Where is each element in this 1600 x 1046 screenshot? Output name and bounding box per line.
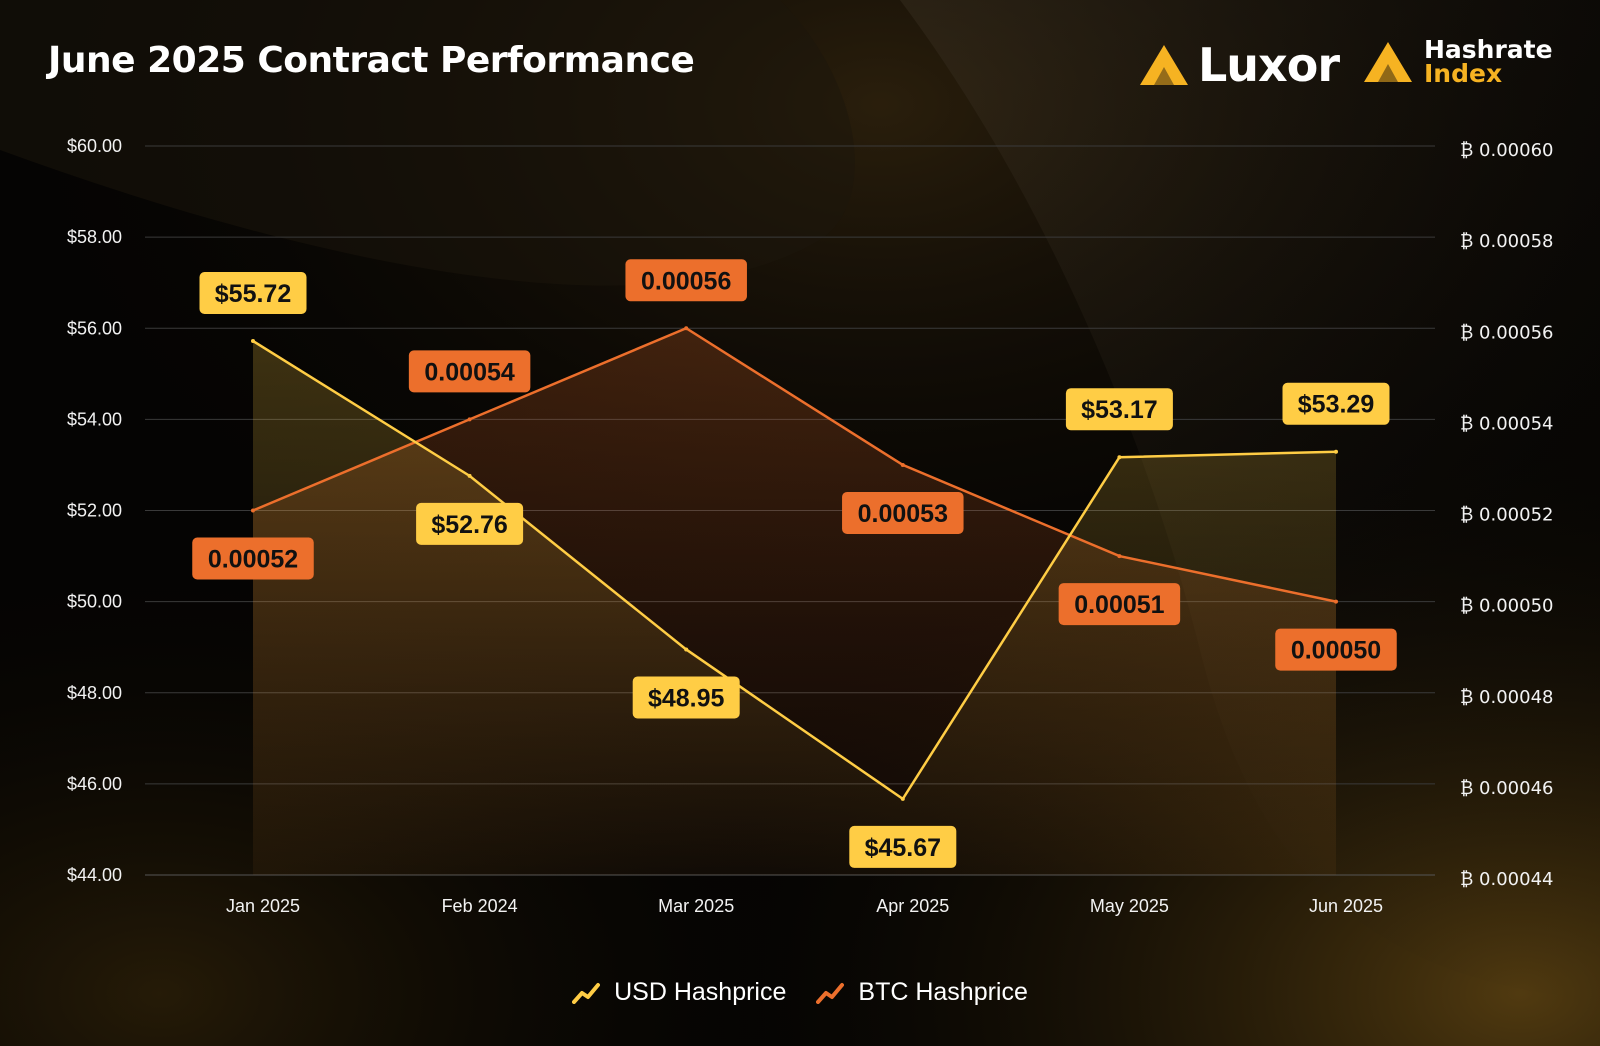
page-title: June 2025 Contract Performance [48, 40, 695, 81]
usd-data-label-box [1065, 388, 1173, 431]
hashrate-index-logo: Hashrate Index [1362, 35, 1553, 88]
luxor-wordmark: Luxor [1198, 38, 1340, 92]
y-left-tick-label: $44.00 [67, 865, 122, 885]
legend-label-btc: BTC Hashprice [858, 978, 1028, 1006]
btc-data-label: 0.00051 [1074, 591, 1164, 619]
hashrate-index-line2: Index [1424, 59, 1503, 88]
btc-data-label: 0.00054 [424, 358, 514, 386]
usd-data-label-box [849, 825, 957, 868]
btc-series-line [252, 326, 1337, 603]
x-tick-label: May 2025 [1090, 896, 1169, 916]
x-tick-label: Jun 2025 [1309, 896, 1383, 916]
x-tick-label: Feb 2024 [442, 896, 518, 916]
usd-data-label: $48.95 [648, 684, 725, 712]
y-left-tick-label: $46.00 [67, 774, 122, 794]
btc-data-point [467, 417, 472, 422]
btc-data-label-box [625, 259, 747, 302]
btc-data-point [251, 508, 255, 513]
y-left-tick-label: $48.00 [67, 683, 122, 703]
usd-data-point [1334, 449, 1338, 454]
y-right-tick-label: ₿ 0.00044 [1460, 869, 1553, 890]
usd-area [253, 341, 1336, 875]
btc-data-point [1334, 599, 1338, 604]
y-left-tick-label: $50.00 [67, 592, 122, 612]
y-left-tick-label: $60.00 [67, 136, 122, 156]
btc-data-label: 0.00050 [1291, 637, 1381, 665]
btc-data-label: 0.00056 [641, 267, 731, 295]
btc-data-point [1117, 554, 1122, 559]
btc-data-label-box [842, 491, 964, 534]
hashrate-index-line1: Hashrate [1424, 35, 1553, 64]
btc-data-label-box [1058, 583, 1181, 626]
y-right-tick-label: ₿ 0.00060 [1460, 140, 1553, 161]
y-right-tick-label: ₿ 0.00056 [1460, 322, 1553, 343]
trend-up-icon [816, 982, 845, 1004]
btc-data-label: 0.00052 [208, 546, 298, 574]
y-right-tick-label: ₿ 0.00048 [1460, 687, 1553, 708]
y-right-tick-label: ₿ 0.00054 [1460, 413, 1553, 434]
usd-data-label-box [632, 676, 740, 719]
trend-up-icon [572, 982, 601, 1004]
hashrate-index-mark-icon [1364, 42, 1412, 82]
x-tick-label: Mar 2025 [658, 896, 734, 916]
usd-series-line [252, 339, 1337, 801]
usd-data-label-box [416, 502, 524, 545]
usd-data-label: $53.17 [1081, 396, 1157, 424]
btc-data-label-box [1275, 628, 1397, 671]
y-right-tick-label: ₿ 0.00052 [1460, 505, 1553, 526]
usd-data-point [467, 473, 472, 478]
btc-data-label-box [408, 350, 531, 393]
btc-data-label: 0.00053 [858, 500, 948, 528]
btc-data-point [684, 326, 689, 331]
y-right-tick-label: ₿ 0.00046 [1460, 778, 1553, 799]
y-left-tick-label: $58.00 [67, 227, 122, 247]
chart-legend: USD Hashprice BTC Hashprice [0, 978, 1600, 1007]
legend-label-usd: USD Hashprice [614, 978, 787, 1006]
usd-data-point [900, 796, 905, 801]
y-right-tick-label: ₿ 0.00050 [1460, 596, 1553, 617]
btc-data-label-box [192, 537, 314, 580]
y-left-tick-label: $52.00 [67, 501, 122, 521]
y-left-tick-label: $56.00 [67, 318, 122, 338]
legend-item-btc[interactable]: BTC Hashprice [816, 978, 1028, 1007]
luxor-mark-icon [1140, 45, 1188, 85]
usd-data-point [684, 647, 689, 652]
y-left-tick-label: $54.00 [67, 409, 122, 429]
usd-data-label: $53.29 [1298, 391, 1374, 419]
usd-data-label: $55.72 [215, 280, 291, 308]
x-tick-label: Apr 2025 [876, 896, 949, 916]
x-tick-label: Jan 2025 [226, 896, 300, 916]
luxor-logo: Luxor [1138, 38, 1340, 92]
usd-data-label: $52.76 [431, 511, 507, 539]
usd-data-point [251, 339, 255, 344]
btc-data-point [900, 462, 905, 467]
legend-item-usd[interactable]: USD Hashprice [572, 978, 786, 1007]
usd-data-label-box [1282, 382, 1390, 425]
usd-data-label-box [199, 272, 307, 315]
usd-data-label: $45.67 [865, 834, 941, 862]
usd-data-point [1117, 455, 1122, 460]
y-right-tick-label: ₿ 0.00058 [1460, 231, 1553, 252]
